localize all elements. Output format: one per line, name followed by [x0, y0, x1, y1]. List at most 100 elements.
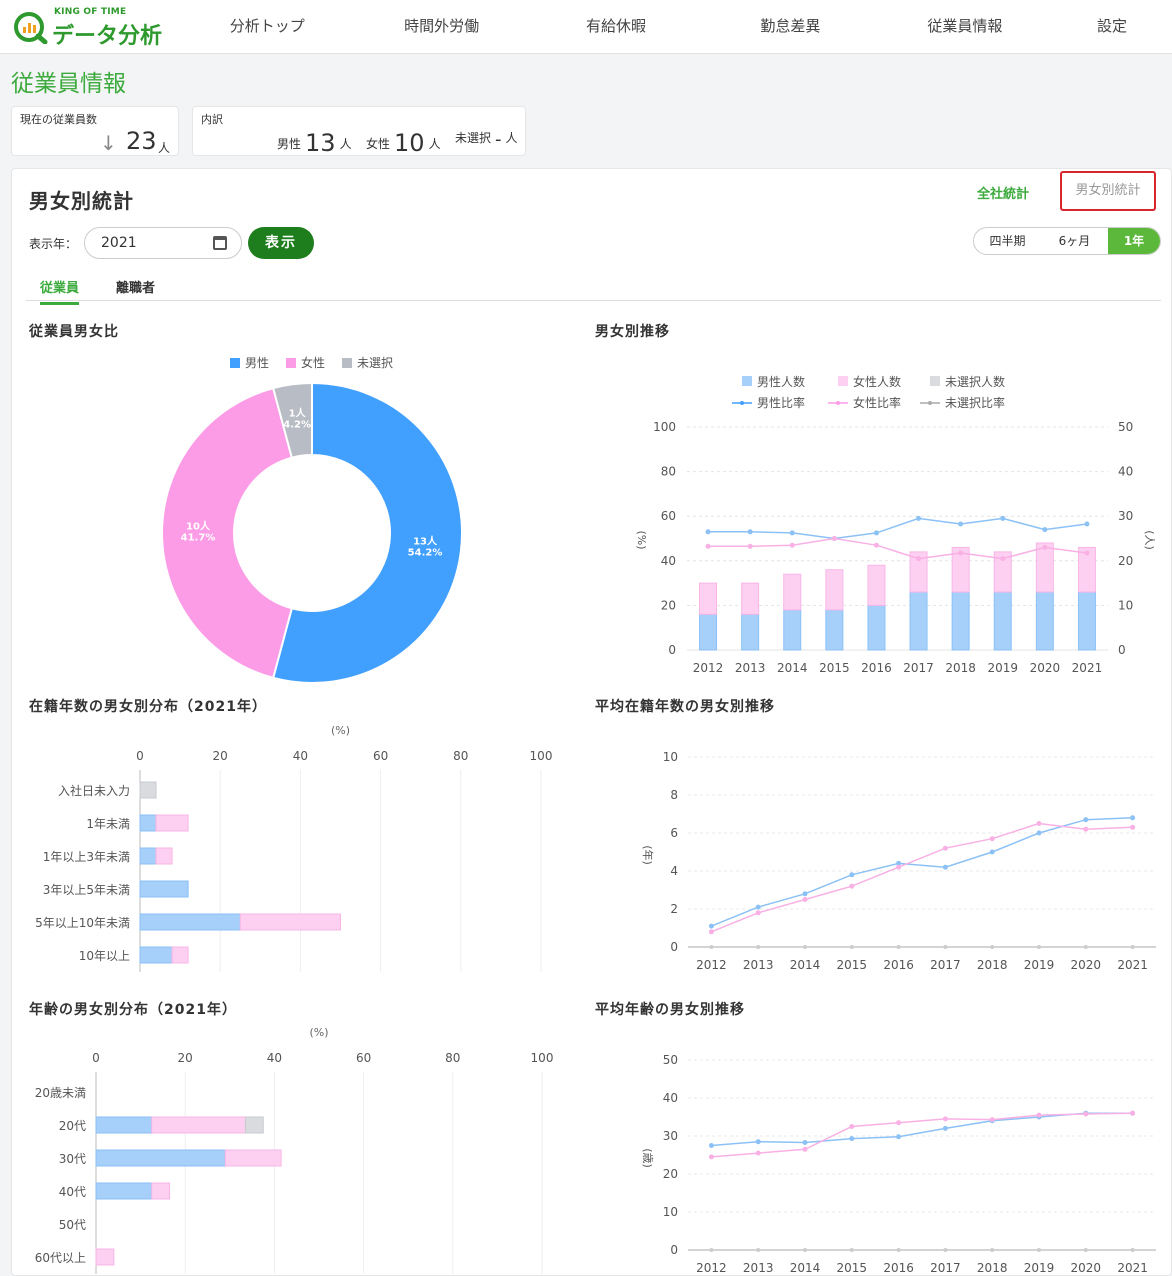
nav-paid-leave[interactable]: 有給休暇	[586, 17, 647, 35]
tenure-chart: (%) 0 20 40 60 80 100 入社日未入力 1年未満 1年以上3年未満 3年以上5年未…	[35, 724, 553, 972]
breakdown-unselected: 未選択 - 人	[455, 129, 518, 150]
x-tick: 2012	[696, 958, 727, 972]
arrow-down-icon: ↓	[100, 131, 117, 155]
x-tick: 100	[530, 749, 553, 763]
unselected-label: 未選択	[455, 131, 492, 145]
line-point	[831, 536, 837, 541]
line-male	[711, 1112, 1133, 1147]
bar-female	[993, 551, 1012, 593]
nav-overtime[interactable]: 時間外労働	[404, 17, 480, 35]
bar-female	[951, 546, 970, 593]
total-employees-card: 現在の従業員数 ↓ 23 人	[11, 106, 179, 156]
tab-employees[interactable]: 従業員	[40, 277, 80, 305]
line-point	[705, 543, 711, 549]
show-button[interactable]: 表示	[248, 227, 314, 259]
line-point	[1083, 1111, 1089, 1117]
nav-analysis-top[interactable]: 分析トップ	[229, 17, 305, 35]
tenure-chart-title: 在籍年数の男女別分布（2021年）	[29, 699, 267, 715]
line-point	[873, 542, 879, 548]
line-point	[896, 864, 902, 870]
x-tick: 100	[531, 1051, 554, 1065]
bar-male	[95, 1116, 153, 1134]
line-point	[989, 1117, 995, 1123]
y-tick: 10年以上	[79, 949, 130, 963]
avg-tenure-chart: 0 2 4 6 8 10 (年) 2012 2013 2014 2015 2016 2017 2018 20…	[641, 750, 1156, 972]
x-tick: 2013	[735, 661, 766, 675]
calendar-icon[interactable]	[213, 236, 227, 250]
baseline-point	[756, 945, 761, 949]
legend-swatch	[342, 358, 352, 368]
line-point	[802, 897, 808, 902]
bar-female	[151, 1182, 171, 1200]
line-point	[1084, 550, 1090, 556]
line-point	[1083, 817, 1089, 823]
avg-age-chart-title: 平均年齢の男女別推移	[595, 1002, 745, 1018]
legend-label: 男性比率	[757, 395, 805, 410]
y-tick-left: 40	[661, 554, 676, 568]
line-point	[873, 530, 879, 536]
bar-female	[825, 569, 844, 611]
y-tick-right: 0	[1118, 643, 1126, 657]
y-axis-label: (歳)	[641, 1148, 654, 1168]
x-tick: 60	[373, 749, 388, 763]
baseline-point	[756, 1248, 761, 1252]
donut-data-label: 54.2%	[408, 548, 443, 559]
nav-settings[interactable]: 設定	[1097, 17, 1128, 35]
bar-male	[139, 913, 241, 931]
line-point	[896, 1134, 902, 1140]
period-quarter[interactable]: 四半期	[989, 234, 1026, 248]
year-input-value: 2021	[101, 235, 137, 251]
x-tick: 2017	[930, 1261, 961, 1275]
line-point	[942, 1125, 948, 1131]
tab-resigned[interactable]: 離職者	[116, 281, 156, 296]
breakdown-card: 内訳 男性 13 人 女性 10 人 未選択 - 人	[192, 106, 526, 157]
legend-swatch	[930, 376, 940, 386]
line-point	[1042, 544, 1048, 550]
breakdown-female: 女性 10 人	[366, 129, 441, 157]
line-point	[802, 1139, 808, 1145]
top-bar: KING OF TIME データ分析 分析トップ 時間外労働 有給休暇 勤怠差異…	[0, 0, 1172, 54]
x-tick: 2021	[1117, 1261, 1148, 1275]
x-tick: 40	[267, 1051, 282, 1065]
nav-employee-info[interactable]: 従業員情報	[927, 17, 1003, 35]
x-tick: 2017	[903, 661, 934, 675]
y-tick: 50	[663, 1053, 678, 1067]
period-selector: 四半期 6ヶ月 1年	[973, 227, 1161, 255]
baseline-point	[943, 1248, 948, 1252]
bar-male	[909, 591, 928, 651]
line-point	[989, 836, 995, 842]
y-tick-left: 80	[661, 465, 676, 479]
period-6months[interactable]: 6ヶ月	[1058, 234, 1091, 248]
baseline-point	[1083, 945, 1088, 949]
line-point	[802, 1146, 808, 1152]
line-point	[849, 883, 855, 889]
bar-female	[1077, 546, 1096, 593]
line-point	[755, 1139, 761, 1145]
age-chart: (%) 0 20 40 60 80 100 20歳未満 20代 30代 40代 50代 60代以上	[35, 1026, 554, 1274]
x-tick: 40	[293, 749, 308, 763]
line-point	[1000, 556, 1006, 562]
legend-label: 未選択人数	[945, 374, 1005, 389]
x-axis-label: (%)	[309, 1026, 328, 1039]
period-1year[interactable]: 1年	[1108, 228, 1160, 254]
bar-unselected	[244, 1116, 264, 1134]
x-tick: 2016	[883, 958, 914, 972]
line-point	[1036, 1112, 1042, 1118]
year-input[interactable]: 2021	[84, 227, 242, 259]
baseline-point	[990, 1248, 995, 1252]
x-tick: 2014	[790, 958, 821, 972]
gender-stats-toggle[interactable]: 男女別統計	[1060, 171, 1156, 211]
company-stats-toggle[interactable]: 全社統計	[977, 187, 1030, 202]
bar-male	[951, 591, 970, 651]
unselected-value: -	[495, 129, 502, 150]
avg-tenure-chart-title: 平均在籍年数の男女別推移	[595, 699, 775, 715]
logo-icon	[14, 12, 48, 44]
logo[interactable]: KING OF TIME データ分析	[12, 6, 182, 49]
bar-male	[783, 609, 802, 651]
y-tick: 30	[663, 1129, 678, 1143]
nav-attendance-diff[interactable]: 勤怠差異	[760, 17, 821, 35]
donut-slice	[271, 381, 313, 459]
bar-female	[171, 946, 189, 964]
male-unit: 人	[339, 137, 352, 151]
donut-chart-title: 従業員男女比	[29, 324, 119, 340]
